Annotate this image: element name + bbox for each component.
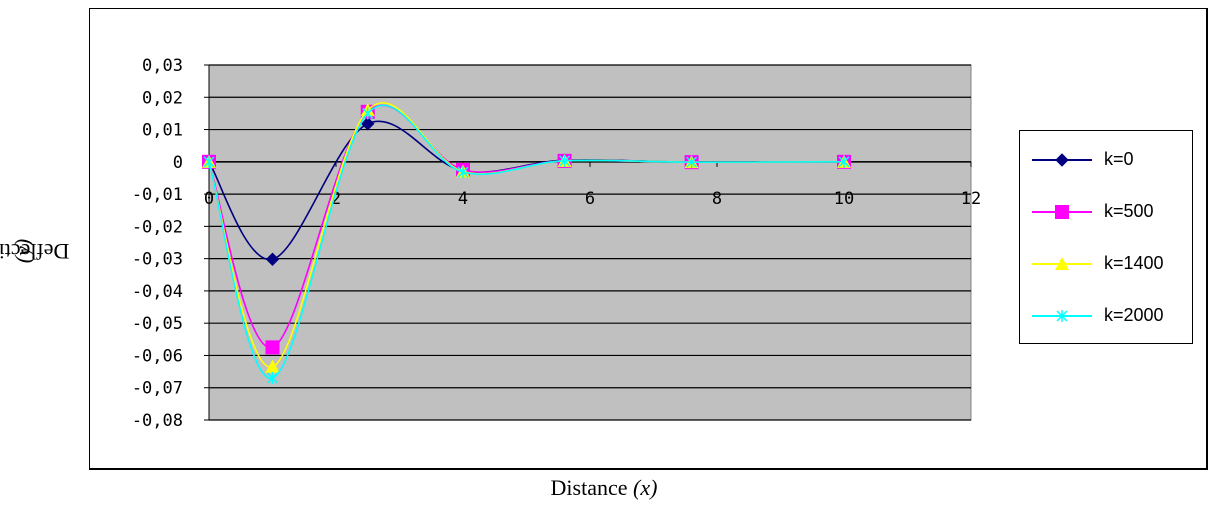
legend-label-k0: k=0 xyxy=(1104,149,1134,169)
legend-swatch-k500 xyxy=(1032,205,1092,219)
data-point xyxy=(203,155,215,168)
y-tick-label: -0,02 xyxy=(132,217,183,237)
x-axis-label: Distance (x) xyxy=(0,475,1208,501)
x-tick-label: 10 xyxy=(834,189,854,209)
legend-item-k500: k=500 xyxy=(1028,197,1188,227)
data-point xyxy=(266,372,279,385)
data-point xyxy=(686,156,698,169)
data-point xyxy=(559,154,571,167)
y-tick-label: -0,03 xyxy=(132,250,183,270)
legend: k=0 k=500 k=1400 k=2000 xyxy=(1019,130,1193,344)
y-tick-label: -0,05 xyxy=(132,314,183,334)
y-tick-label: -0,07 xyxy=(132,379,183,399)
x-axis-label-text: Distance xyxy=(550,475,628,500)
legend-label-k1400: k=1400 xyxy=(1104,253,1164,273)
legend-label-k500: k=500 xyxy=(1104,201,1154,221)
y-tick-label: -0,01 xyxy=(132,185,183,205)
legend-item-k2000: k=2000 xyxy=(1028,301,1188,331)
legend-swatch-k0 xyxy=(1032,153,1092,167)
legend-item-k0: k=0 xyxy=(1028,145,1188,175)
data-point xyxy=(362,107,374,120)
x-tick-label: 6 xyxy=(585,189,595,209)
x-tick-label: 2 xyxy=(331,189,341,209)
data-point xyxy=(838,155,850,168)
x-axis-label-var: (x) xyxy=(633,475,658,500)
series-k=2000 xyxy=(203,104,850,385)
legend-swatch-k2000 xyxy=(1032,310,1092,322)
y-axis-label-text: Deflection xyxy=(0,239,70,265)
y-tick-label: -0,04 xyxy=(132,282,183,302)
legend-item-k1400: k=1400 xyxy=(1028,249,1188,279)
y-tick-label: 0 xyxy=(173,153,183,173)
y-tick-label: -0,06 xyxy=(132,346,183,366)
y-axis-label: Deflection (y) xyxy=(0,236,69,266)
x-tick-label: 8 xyxy=(712,189,722,209)
y-tick-label: 0,01 xyxy=(142,121,183,141)
data-point xyxy=(265,359,280,373)
y-tick-label: 0,03 xyxy=(142,56,183,76)
x-tick-label: 0 xyxy=(204,189,214,209)
legend-swatch-k1400 xyxy=(1032,257,1092,270)
data-point xyxy=(265,252,280,266)
plot-area xyxy=(208,64,972,421)
x-tick-label: 12 xyxy=(961,189,981,209)
legend-marker xyxy=(1055,153,1069,167)
legend-marker xyxy=(1055,205,1069,219)
x-tick-label: 4 xyxy=(458,189,468,209)
legend-marker xyxy=(1056,310,1068,322)
data-point xyxy=(457,166,469,179)
y-tick-label: 0,02 xyxy=(142,88,183,108)
data-point xyxy=(265,340,280,355)
legend-marker xyxy=(1055,257,1069,270)
data-point xyxy=(361,117,375,131)
y-tick-label: -0,08 xyxy=(132,411,183,431)
legend-label-k2000: k=2000 xyxy=(1104,305,1164,325)
